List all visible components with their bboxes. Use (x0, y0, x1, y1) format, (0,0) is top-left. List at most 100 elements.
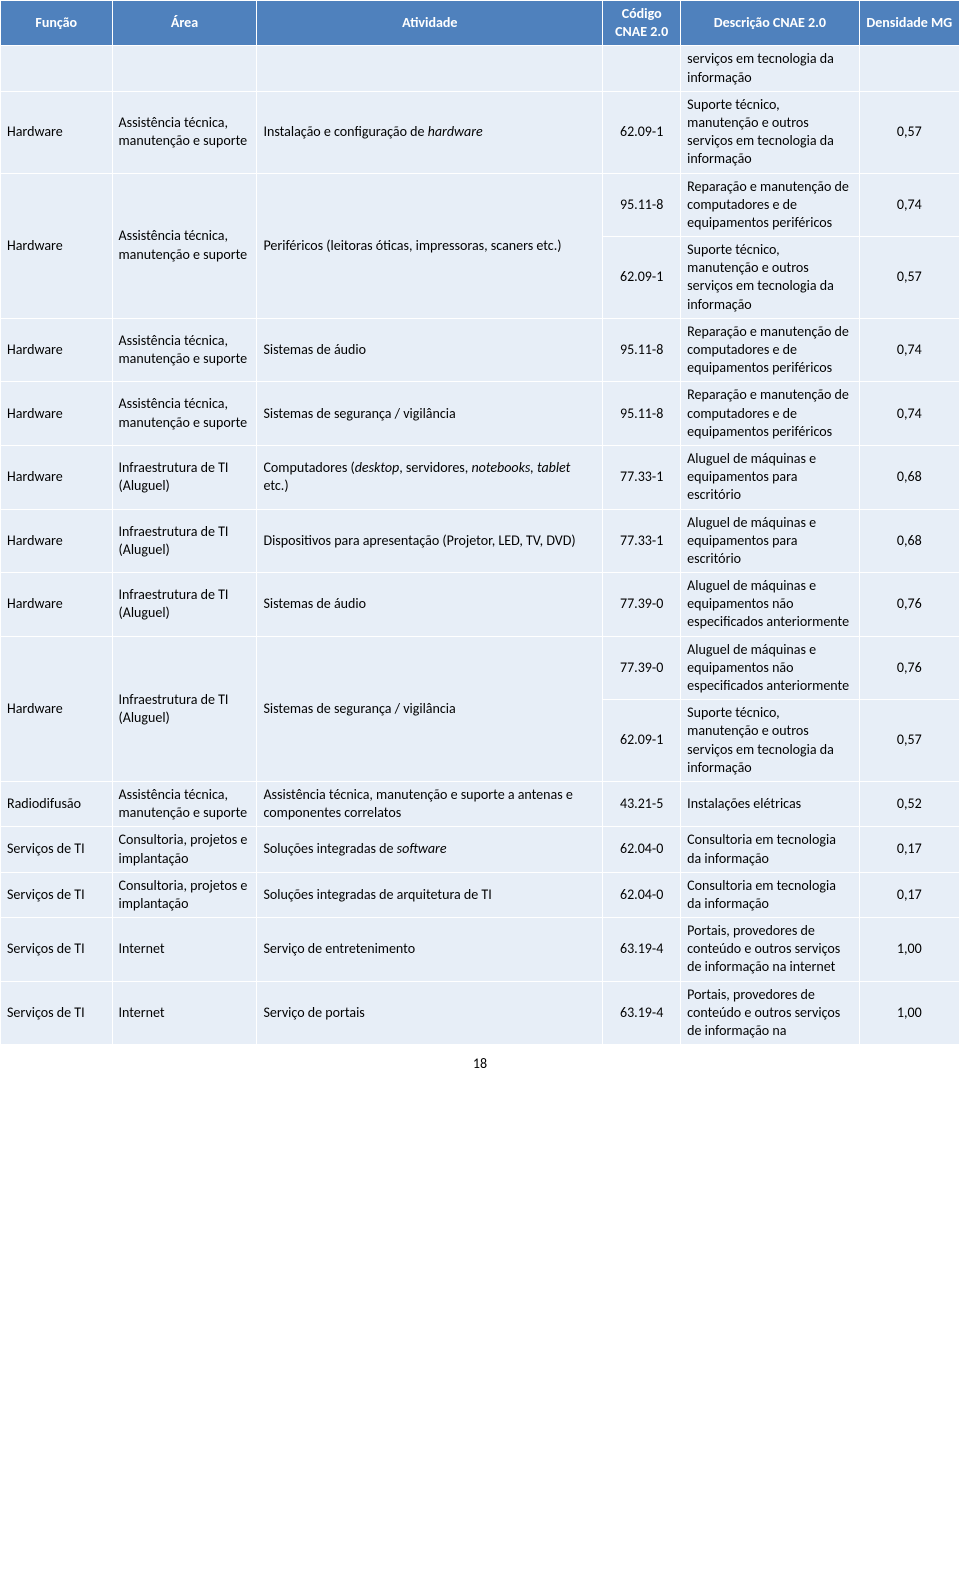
col-descricao: Descrição CNAE 2.0 (681, 1, 859, 46)
cell-dens: 0,57 (859, 91, 959, 173)
table-row: HardwareAssistência técnica, manutenção … (1, 91, 960, 173)
cell-area: Consultoria, projetos e implantação (112, 827, 257, 872)
col-funcao: Função (1, 1, 113, 46)
cell-atividade: Instalação e configuração de hardware (257, 91, 603, 173)
cell-codigo: 77.39-0 (603, 636, 681, 700)
table-row: HardwareInfraestrutura de TI (Aluguel)Di… (1, 509, 960, 573)
cnae-table: Função Área Atividade Código CNAE 2.0 De… (0, 0, 960, 1045)
cell-atividade: Soluções integradas de software (257, 827, 603, 872)
cell-desc: Portais, provedores de conteúdo e outros… (681, 981, 859, 1045)
cell-area: Assistência técnica, manutenção e suport… (112, 91, 257, 173)
table-row: RadiodifusãoAssistência técnica, manuten… (1, 781, 960, 826)
table-row: HardwareAssistência técnica, manutenção … (1, 382, 960, 446)
cell-dens (859, 46, 959, 91)
cell-dens: 1,00 (859, 981, 959, 1045)
cell-atividade: Periféricos (leitoras óticas, impressora… (257, 173, 603, 318)
cell-dens: 1,00 (859, 918, 959, 982)
cell-desc: Instalações elétricas (681, 781, 859, 826)
cell-codigo: 62.04-0 (603, 827, 681, 872)
cell-area: Internet (112, 981, 257, 1045)
cell-atividade: Serviço de portais (257, 981, 603, 1045)
cell-desc: Reparação e manutenção de computadores e… (681, 318, 859, 382)
col-codigo: Código CNAE 2.0 (603, 1, 681, 46)
cell-atividade: Dispositivos para apresentação (Projetor… (257, 509, 603, 573)
col-area: Área (112, 1, 257, 46)
cell-codigo: 63.19-4 (603, 981, 681, 1045)
cell-atividade: Assistência técnica, manutenção e suport… (257, 781, 603, 826)
cell-funcao: Serviços de TI (1, 827, 113, 872)
cell-codigo: 63.19-4 (603, 918, 681, 982)
cell-dens: 0,52 (859, 781, 959, 826)
cell-area: Assistência técnica, manutenção e suport… (112, 781, 257, 826)
cell-desc: serviços em tecnologia da informação (681, 46, 859, 91)
cell-atividade (257, 46, 603, 91)
cell-funcao: Hardware (1, 445, 113, 509)
cell-funcao (1, 46, 113, 91)
cell-desc: Suporte técnico, manutenção e outros ser… (681, 700, 859, 782)
cell-dens: 0,76 (859, 636, 959, 700)
cell-dens: 0,74 (859, 318, 959, 382)
table-row: HardwareAssistência técnica, manutenção … (1, 173, 960, 237)
table-header: Função Área Atividade Código CNAE 2.0 De… (1, 1, 960, 46)
cell-dens: 0,74 (859, 382, 959, 446)
table-row: HardwareInfraestrutura de TI (Aluguel)Si… (1, 573, 960, 637)
cell-codigo: 43.21-5 (603, 781, 681, 826)
cell-funcao: Serviços de TI (1, 872, 113, 917)
cell-codigo: 95.11-8 (603, 382, 681, 446)
cell-dens: 0,68 (859, 509, 959, 573)
cell-desc: Consultoria em tecnologia da informação (681, 827, 859, 872)
cell-desc: Consultoria em tecnologia da informação (681, 872, 859, 917)
cell-area: Infraestrutura de TI (Aluguel) (112, 636, 257, 781)
table-row: HardwareInfraestrutura de TI (Aluguel)Si… (1, 636, 960, 700)
cell-atividade: Sistemas de áudio (257, 318, 603, 382)
table-row: serviços em tecnologia da informação (1, 46, 960, 91)
cell-funcao: Hardware (1, 509, 113, 573)
cell-codigo: 77.33-1 (603, 445, 681, 509)
cell-codigo: 95.11-8 (603, 318, 681, 382)
col-atividade: Atividade (257, 1, 603, 46)
table-row: HardwareInfraestrutura de TI (Aluguel)Co… (1, 445, 960, 509)
cell-desc: Aluguel de máquinas e equipamentos para … (681, 509, 859, 573)
cell-funcao: Radiodifusão (1, 781, 113, 826)
cell-dens: 0,57 (859, 700, 959, 782)
cell-codigo: 62.09-1 (603, 700, 681, 782)
cell-funcao: Hardware (1, 573, 113, 637)
cell-atividade: Computadores (desktop, servidores, noteb… (257, 445, 603, 509)
cell-desc: Suporte técnico, manutenção e outros ser… (681, 91, 859, 173)
cell-area: Infraestrutura de TI (Aluguel) (112, 573, 257, 637)
cell-area: Assistência técnica, manutenção e suport… (112, 318, 257, 382)
cell-codigo: 77.33-1 (603, 509, 681, 573)
cell-funcao: Hardware (1, 91, 113, 173)
table-row: Serviços de TIConsultoria, projetos e im… (1, 872, 960, 917)
cell-area: Internet (112, 918, 257, 982)
cell-dens: 0,76 (859, 573, 959, 637)
cell-funcao: Hardware (1, 382, 113, 446)
cell-desc: Suporte técnico, manutenção e outros ser… (681, 237, 859, 319)
cell-atividade: Soluções integradas de arquitetura de TI (257, 872, 603, 917)
table-row: Serviços de TIInternetServiço de portais… (1, 981, 960, 1045)
col-densidade: Densidade MG (859, 1, 959, 46)
cell-atividade: Sistemas de segurança / vigilância (257, 636, 603, 781)
cell-codigo: 77.39-0 (603, 573, 681, 637)
cell-area: Infraestrutura de TI (Aluguel) (112, 445, 257, 509)
cell-codigo: 62.09-1 (603, 237, 681, 319)
cell-desc: Aluguel de máquinas e equipamentos não e… (681, 636, 859, 700)
cell-atividade: Sistemas de segurança / vigilância (257, 382, 603, 446)
cell-dens: 0,17 (859, 872, 959, 917)
cell-desc: Reparação e manutenção de computadores e… (681, 173, 859, 237)
cell-area: Assistência técnica, manutenção e suport… (112, 382, 257, 446)
cell-atividade: Sistemas de áudio (257, 573, 603, 637)
cell-desc: Reparação e manutenção de computadores e… (681, 382, 859, 446)
cell-codigo: 95.11-8 (603, 173, 681, 237)
table-row: HardwareAssistência técnica, manutenção … (1, 318, 960, 382)
table-row: Serviços de TIConsultoria, projetos e im… (1, 827, 960, 872)
cell-codigo: 62.09-1 (603, 91, 681, 173)
cell-area: Infraestrutura de TI (Aluguel) (112, 509, 257, 573)
cell-dens: 0,68 (859, 445, 959, 509)
cell-dens: 0,17 (859, 827, 959, 872)
cell-desc: Aluguel de máquinas e equipamentos para … (681, 445, 859, 509)
cell-funcao: Hardware (1, 173, 113, 318)
table-body: serviços em tecnologia da informação Har… (1, 46, 960, 1045)
cell-funcao: Serviços de TI (1, 981, 113, 1045)
cell-atividade: Serviço de entretenimento (257, 918, 603, 982)
